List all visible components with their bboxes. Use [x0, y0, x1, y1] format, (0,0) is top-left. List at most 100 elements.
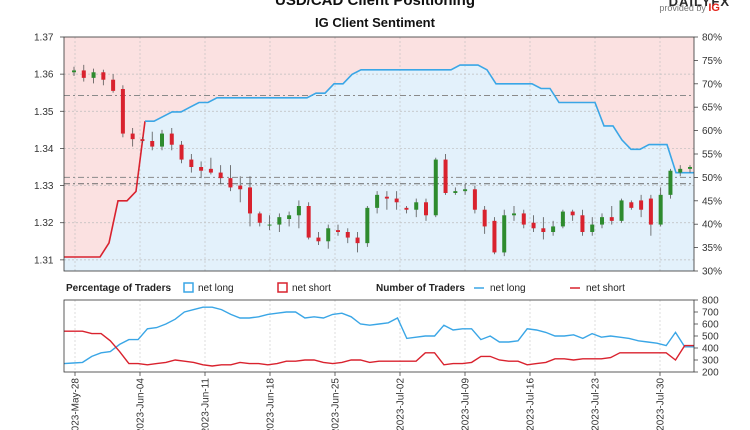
candle-body [228, 178, 233, 188]
legend-pct-short: net short [292, 283, 331, 294]
pct-tick-label: 80% [702, 33, 722, 44]
count-net-short-line [64, 330, 694, 367]
pct-tick-label: 45% [702, 196, 722, 207]
candle-body [609, 217, 614, 221]
candle-body [287, 215, 292, 219]
count-tick-label: 600 [702, 320, 719, 331]
legend-bar: Percentage of Traders net long net short… [66, 282, 625, 294]
pct-tick-label: 75% [702, 56, 722, 67]
candle-body [512, 213, 516, 216]
candle-body [150, 141, 155, 147]
candle-body [277, 217, 282, 225]
count-tick-label: 300 [702, 356, 719, 367]
candle-body [189, 159, 194, 167]
date-tick-label: 2023-Jun-18 [266, 378, 277, 430]
candle-body [91, 72, 96, 78]
chart-subtitle: IG Client Sentiment [315, 15, 435, 30]
price-tick-label: 1.34 [34, 144, 54, 155]
legend-pct-title: Percentage of Traders [66, 283, 171, 294]
provided-by-label: provided by IG [659, 2, 720, 14]
sentiment-line-long-segment [145, 64, 694, 174]
candle-body [384, 196, 389, 199]
candle-body [336, 230, 340, 232]
price-tick-label: 1.32 [34, 218, 54, 229]
legend-long-swatch [183, 282, 194, 293]
count-net-long-line [63, 306, 694, 365]
candle-body [472, 189, 477, 210]
candle-body [658, 194, 663, 225]
sentiment-line [64, 64, 694, 258]
sentiment-shading [64, 37, 694, 271]
candle-body [169, 133, 174, 145]
candle-body [590, 224, 595, 232]
candle-body [560, 211, 565, 227]
provided-by-text: provided by [659, 3, 706, 13]
candle-body [238, 185, 243, 190]
candle-body [531, 222, 536, 229]
count-tick-label: 500 [702, 332, 719, 343]
net-short-area [64, 37, 694, 257]
candle-body [570, 211, 575, 216]
legend-short-swatch [277, 282, 288, 293]
candle-body [179, 144, 184, 160]
pct-tick-label: 40% [702, 220, 722, 231]
price-grid [64, 37, 694, 271]
candle-body [111, 79, 116, 91]
candle-body [81, 70, 86, 78]
candle-body [101, 72, 106, 80]
date-tick-label: 2023-Jul-30 [656, 378, 667, 430]
date-axis: 2023-May-28 2023-Jun-04 2023-Jun-11 2023-Ju… [71, 372, 667, 430]
candle-body [443, 159, 448, 193]
pct-tick-label: 50% [702, 173, 722, 184]
candle-body [492, 220, 497, 253]
candle-body [120, 89, 125, 134]
candle-body [678, 168, 683, 173]
legend-num-title: Number of Traders [376, 283, 465, 294]
ig-logo: IG [708, 2, 720, 14]
price-tick-label: 1.36 [34, 70, 54, 81]
candle-body [404, 207, 409, 210]
candle-body [208, 168, 213, 173]
price-candles [72, 64, 692, 257]
candle-body [551, 226, 556, 232]
candle-body [326, 228, 331, 242]
count-tick-label: 200 [702, 368, 719, 379]
candle-body [306, 206, 311, 238]
candle-body [688, 167, 692, 169]
candle-body [130, 133, 135, 140]
price-panel-frame [63, 36, 695, 272]
candle-body [648, 198, 653, 225]
candle-body [668, 170, 673, 195]
candle-body [394, 198, 399, 203]
date-tick-label: 2023-Jul-09 [461, 378, 472, 430]
candle-body [375, 194, 380, 208]
price-tick-label: 1.37 [34, 33, 54, 44]
date-tick-label: 2023-Jul-16 [526, 378, 537, 430]
chart-title: USD/CAD Client Positioning [275, 0, 475, 9]
candle-body [140, 139, 145, 141]
candle-body [600, 217, 604, 225]
pct-tick-label: 30% [702, 267, 722, 278]
candle-body [463, 189, 468, 192]
legend-num-short: net short [586, 283, 625, 294]
candle-body [580, 215, 585, 232]
candle-body [199, 167, 204, 171]
count-panel-frame [63, 299, 695, 373]
candle-body [267, 224, 272, 226]
candle-body [482, 209, 487, 227]
date-tick-label: 2023-Jun-04 [136, 378, 147, 430]
price-tick-label: 1.33 [34, 181, 54, 192]
net-long-area [64, 65, 694, 271]
candle-body [355, 237, 360, 244]
candle-body [521, 213, 526, 225]
pct-tick-label: 55% [702, 150, 722, 161]
price-tick-label: 1.31 [34, 255, 54, 266]
date-tick-label: 2023-Jul-23 [591, 378, 602, 430]
legend-num-long: net long [490, 283, 526, 294]
legend-pct-long: net long [198, 283, 234, 294]
candle-body [257, 213, 262, 223]
candle-body [248, 187, 252, 214]
date-tick-label: 2023-May-28 [71, 378, 82, 430]
count-tick-label: 700 [702, 308, 719, 319]
